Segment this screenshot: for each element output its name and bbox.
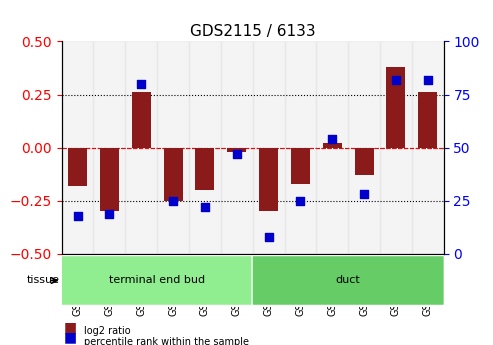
Point (137, 81, 145, 87)
Point (424, 77, 432, 82)
Bar (195, 148, 214, 190)
Title: GDS2115 / 6133: GDS2115 / 6133 (190, 24, 316, 39)
Bar (412, 41, 444, 254)
Text: log2 ratio: log2 ratio (84, 326, 131, 336)
Point (169, 198, 177, 204)
FancyBboxPatch shape (61, 256, 253, 305)
Bar (189, 41, 221, 254)
Point (106, 211, 113, 216)
Text: tissue: tissue (27, 276, 60, 285)
Point (328, 136, 336, 142)
Bar (291, 148, 310, 184)
Bar (164, 148, 182, 201)
Point (265, 234, 273, 240)
Bar (354, 148, 374, 175)
Bar (68, 148, 87, 186)
Point (73, 213, 81, 218)
Bar (259, 148, 278, 211)
FancyBboxPatch shape (252, 256, 444, 305)
Text: ■: ■ (64, 331, 77, 345)
Bar (317, 41, 348, 254)
Point (392, 77, 400, 82)
Bar (227, 148, 246, 152)
Point (360, 192, 368, 197)
Bar (62, 41, 94, 254)
Bar (132, 92, 151, 148)
Point (201, 204, 209, 210)
Bar (380, 41, 412, 254)
Bar (157, 41, 189, 254)
Text: duct: duct (336, 276, 360, 285)
Text: terminal end bud: terminal end bud (109, 276, 205, 285)
Bar (94, 41, 125, 254)
Point (233, 151, 241, 157)
Text: ■: ■ (64, 320, 77, 334)
Text: percentile rank within the sample: percentile rank within the sample (84, 337, 249, 345)
Point (296, 198, 304, 204)
Bar (284, 41, 317, 254)
Bar (125, 41, 157, 254)
Bar (252, 41, 284, 254)
Bar (418, 92, 437, 148)
Bar (387, 67, 405, 148)
Bar (221, 41, 252, 254)
Bar (100, 148, 119, 211)
Bar (323, 144, 342, 148)
Bar (348, 41, 380, 254)
